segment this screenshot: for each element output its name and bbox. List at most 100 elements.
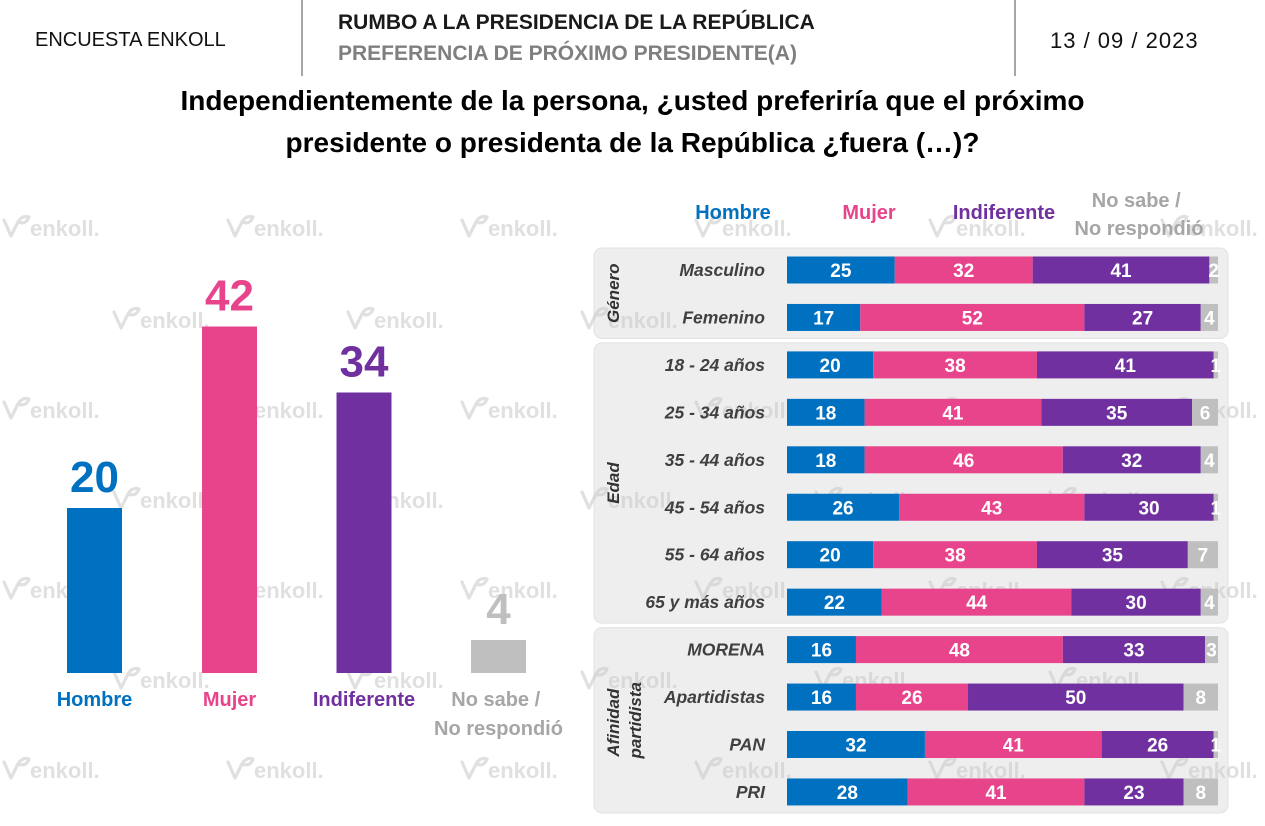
- bar-no-sabe-no-respondio: [471, 640, 526, 673]
- stacked-segment-no-sabe-no-respondio: [1205, 636, 1218, 664]
- stacked-segment-indiferente: [1062, 636, 1206, 664]
- enkoll-watermark: enkoll.: [694, 214, 792, 241]
- segment-value-label: 43: [981, 498, 1002, 519]
- segment-value-label: 44: [966, 593, 988, 614]
- enkoll-watermark: enkoll.: [226, 214, 324, 241]
- stacked-segment-hombre: [787, 778, 908, 806]
- watermark-text: enkoll.: [254, 216, 324, 241]
- segment-value-label: 4: [1204, 308, 1215, 329]
- watermark-text: enkoll.: [488, 578, 558, 603]
- watermark-text: enkoll.: [140, 308, 210, 333]
- enkoll-logo-icon: [2, 214, 31, 238]
- stacked-segment-mujer: [924, 731, 1102, 758]
- segment-value-label: 18: [815, 403, 836, 424]
- enkoll-logo-icon: [580, 486, 609, 510]
- segment-value-label: 20: [820, 546, 841, 567]
- watermark-text: enkoll.: [30, 216, 100, 241]
- legend-label-no-sabe-no-respondio: No sabe / No respondió: [1075, 190, 1204, 240]
- enkoll-logo-icon: [460, 576, 489, 600]
- enkoll-logo-icon: [694, 214, 723, 238]
- stacked-segment-no-sabe-no-respondio: [1192, 398, 1218, 426]
- segment-value-label: 32: [1121, 451, 1142, 472]
- row-label: PAN: [729, 735, 765, 755]
- segment-value-label: 35: [1106, 403, 1128, 424]
- enkoll-logo-icon: [346, 306, 375, 330]
- segment-value-label: 41: [985, 783, 1007, 804]
- survey-name: ENCUESTA ENKOLL: [35, 29, 226, 51]
- segment-value-label: 16: [811, 688, 832, 709]
- segment-value-label: 7: [1198, 546, 1209, 567]
- watermark-text: enkoll.: [30, 398, 100, 423]
- stacked-segment-mujer: [860, 303, 1085, 331]
- segment-value-label: 4: [1204, 593, 1215, 614]
- stacked-segment-no-sabe-no-respondio: [1200, 446, 1218, 474]
- watermark-text: enkoll.: [488, 216, 558, 241]
- enkoll-watermark: enkoll.: [112, 306, 210, 333]
- enkoll-watermark: enkoll.: [928, 214, 1026, 241]
- row-label: Masculino: [679, 260, 765, 280]
- enkoll-watermark: enkoll.: [460, 756, 558, 783]
- row-label: 55 - 64 años: [665, 545, 765, 565]
- bar-value-label: 4: [486, 585, 511, 634]
- enkoll-logo-icon: [226, 756, 255, 780]
- enkoll-watermark: enkoll.: [460, 396, 558, 423]
- stacked-segment-indiferente: [1071, 588, 1201, 616]
- watermark-text: enkoll.: [488, 758, 558, 783]
- segment-value-label: 18: [815, 451, 836, 472]
- enkoll-logo-icon: [694, 756, 723, 780]
- question-line-1: Independientemente de la persona, ¿usted…: [180, 85, 1085, 116]
- segment-value-label: 35: [1102, 546, 1124, 567]
- stacked-segment-mujer: [873, 541, 1037, 569]
- enkoll-watermark: enkoll.: [580, 486, 678, 513]
- row-label: 35 - 44 años: [665, 450, 765, 470]
- bar-value-label: 20: [70, 453, 119, 502]
- enkoll-logo-icon: [226, 214, 255, 238]
- watermark-text: enkoll.: [1188, 216, 1258, 241]
- watermark-text: enkoll.: [722, 398, 792, 423]
- question-line-2: presidente o presidenta de la República …: [285, 127, 980, 158]
- enkoll-watermark: enkoll.: [2, 756, 100, 783]
- segment-value-label: 32: [845, 736, 866, 757]
- stacked-segment-mujer: [864, 446, 1063, 474]
- segment-value-label: 8: [1195, 688, 1206, 709]
- watermark-text: enkoll.: [254, 398, 324, 423]
- bar-value-label: 34: [340, 338, 389, 387]
- segment-value-label: 33: [1123, 641, 1144, 662]
- stacked-segment-hombre: [787, 493, 900, 521]
- row-label: 65 y más años: [645, 592, 765, 612]
- watermark-text: enkoll.: [608, 308, 678, 333]
- header-divider: [301, 0, 303, 76]
- enkoll-watermark: enkoll.: [694, 396, 792, 423]
- enkoll-watermark: enkoll.: [346, 306, 444, 333]
- legend-label-mujer: Mujer: [842, 202, 896, 224]
- segment-value-label: 25: [830, 261, 852, 282]
- slide-subtitle: PREFERENCIA DE PRÓXIMO PRESIDENTE(A): [338, 42, 797, 65]
- watermark-text: enkoll.: [722, 216, 792, 241]
- stacked-segment-mujer: [855, 636, 1063, 664]
- stacked-segment-indiferente: [1041, 398, 1193, 426]
- enkoll-watermark: enkoll.: [460, 214, 558, 241]
- segment-value-label: 8: [1195, 783, 1206, 804]
- row-label: PRI: [736, 782, 766, 802]
- segment-value-label: 32: [953, 261, 974, 282]
- survey-date: 13 / 09 / 2023: [1050, 28, 1199, 53]
- enkoll-logo-icon: [694, 576, 723, 600]
- stacked-segment-no-sabe-no-respondio: [1213, 731, 1218, 758]
- watermark-text: enkoll.: [374, 308, 444, 333]
- group-label: Género: [604, 263, 623, 323]
- stacked-segment-indiferente: [1084, 493, 1214, 521]
- row-label: Apartidistas: [663, 687, 765, 707]
- watermark-text: enkoll.: [488, 398, 558, 423]
- enkoll-watermark: enkoll.: [580, 306, 678, 333]
- row-label: 45 - 54 años: [664, 497, 765, 517]
- stacked-segment-hombre: [787, 541, 874, 569]
- enkoll-logo-icon: [1160, 756, 1189, 780]
- enkoll-watermark: enkoll.: [694, 756, 792, 783]
- segment-value-label: 46: [953, 451, 974, 472]
- enkoll-watermark: enkoll.: [2, 214, 100, 241]
- segment-value-label: 30: [1126, 593, 1147, 614]
- stacked-segment-hombre: [787, 256, 895, 284]
- stacked-segment-indiferente: [1101, 731, 1214, 758]
- group-label: Edad: [604, 462, 623, 504]
